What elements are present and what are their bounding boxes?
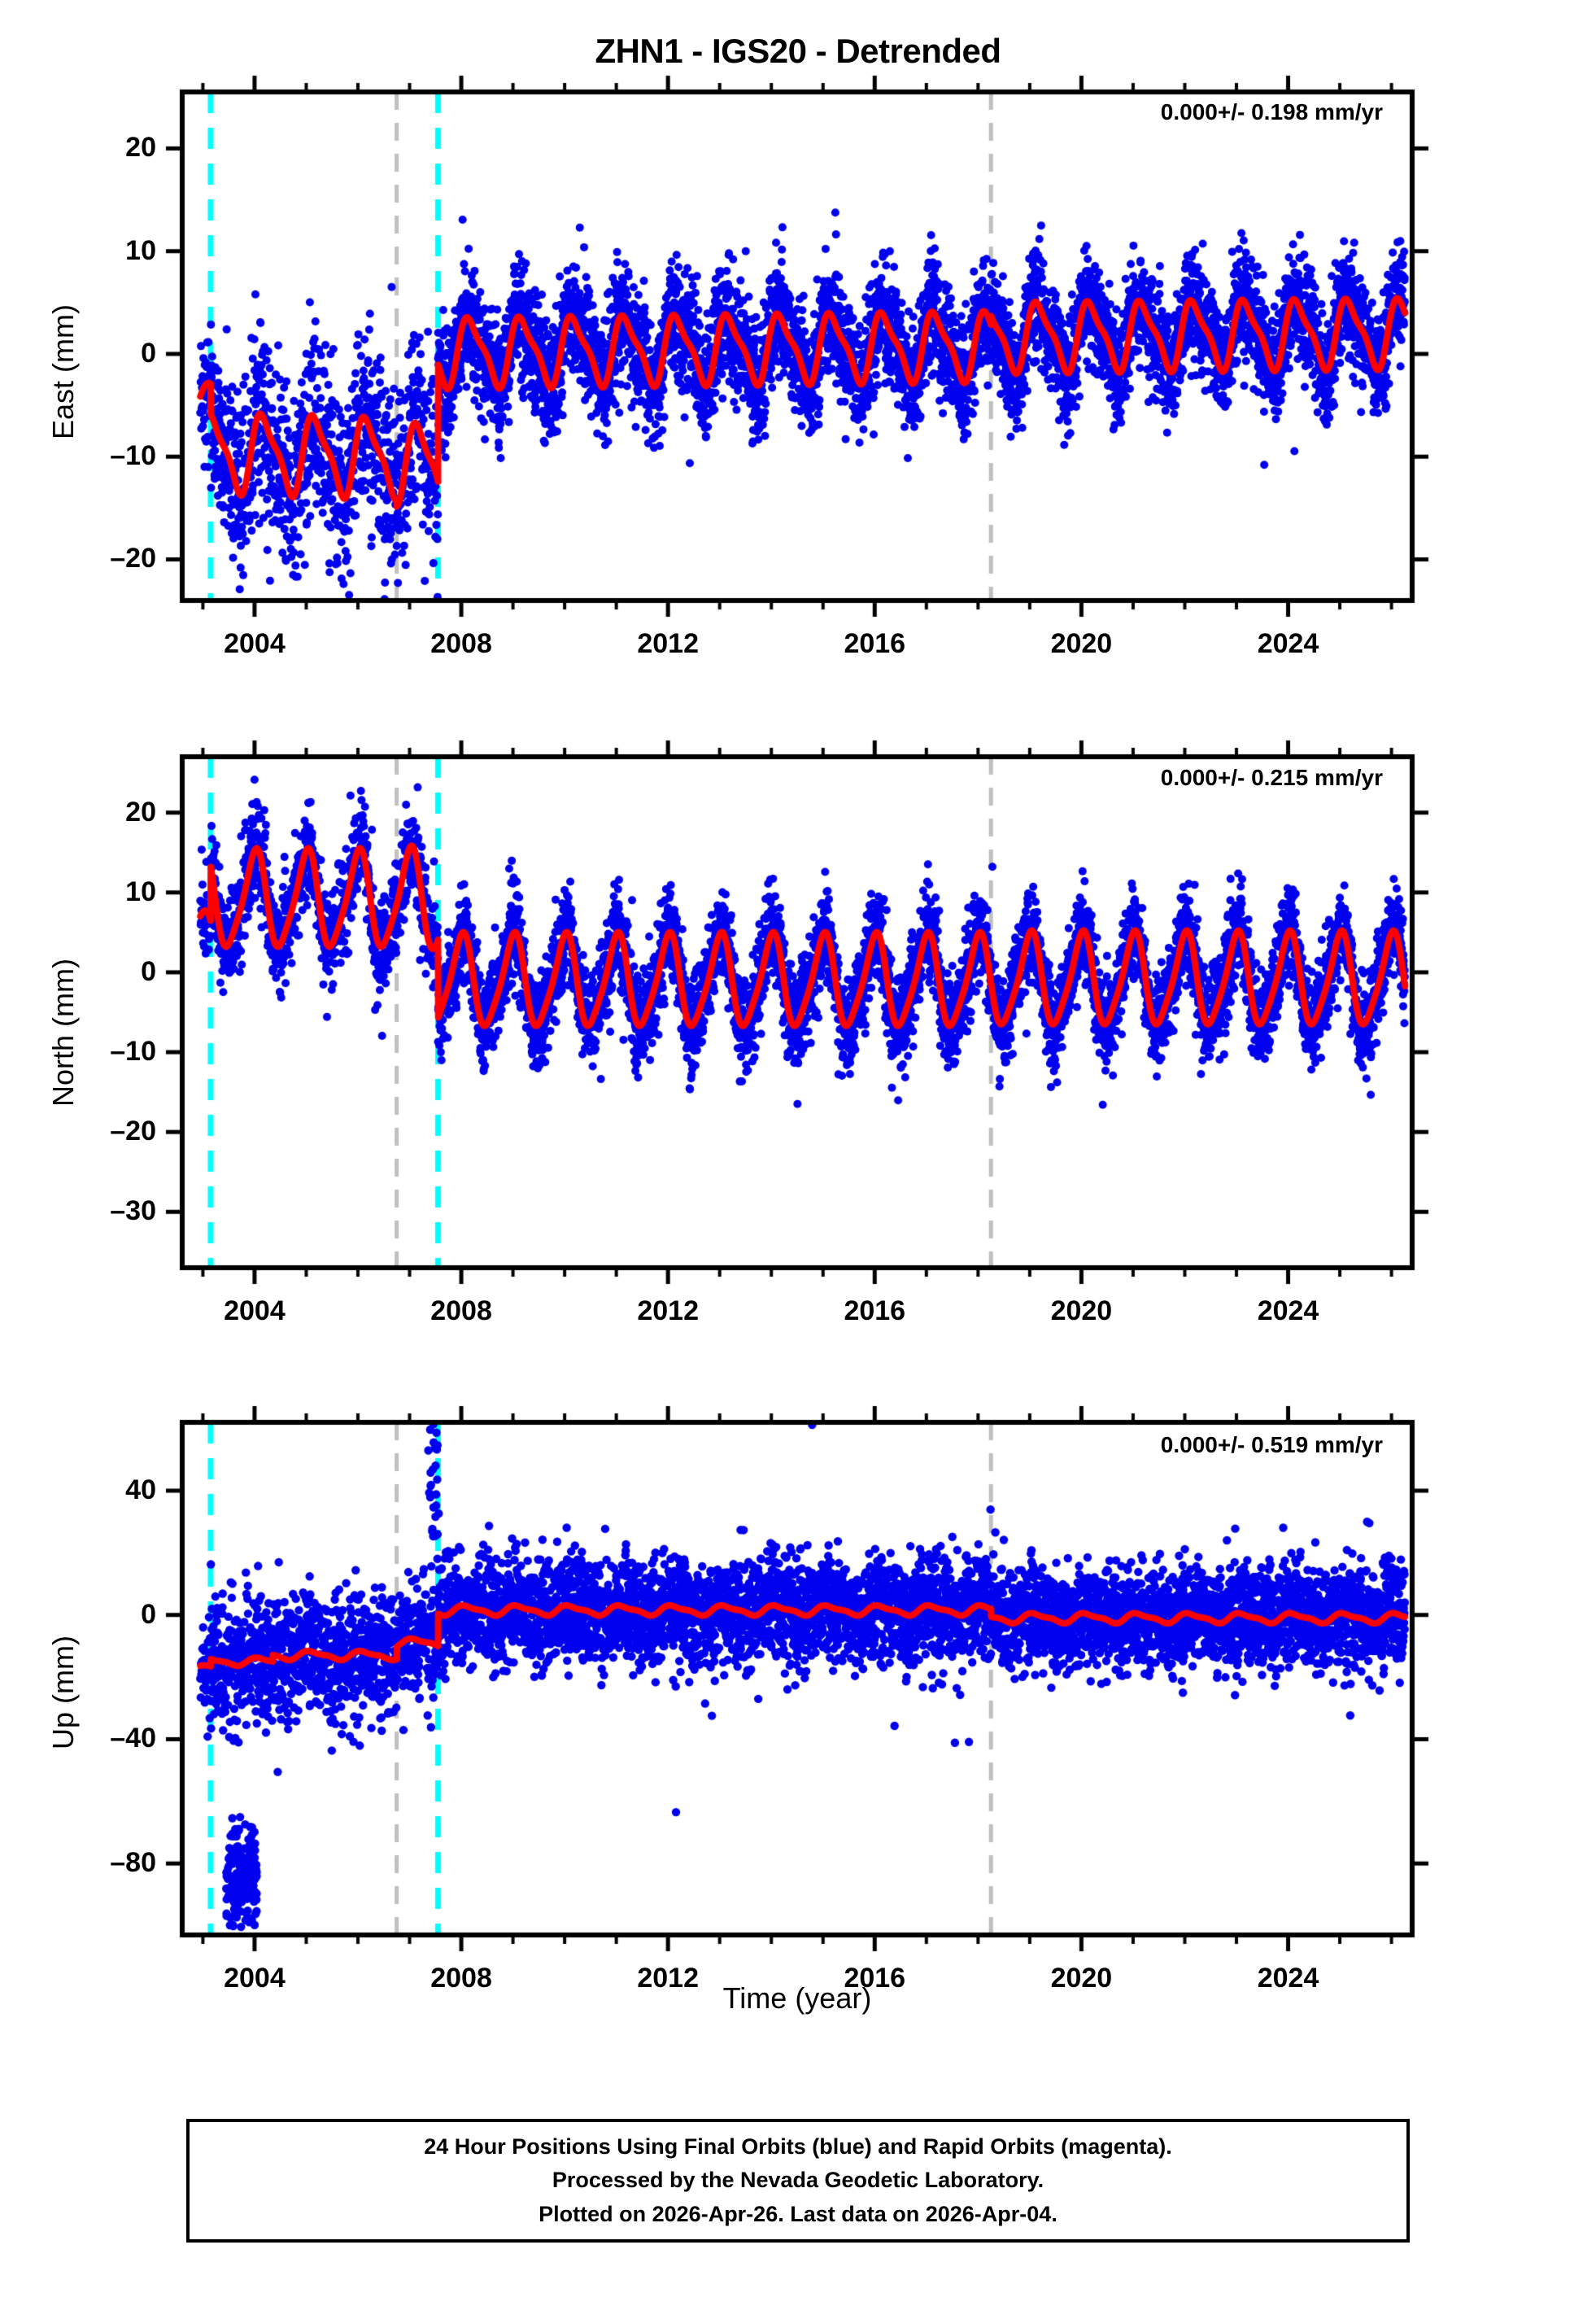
y-tick-label-up: –80 [110, 1847, 156, 1879]
x-tick-label-up: 2020 [1050, 1963, 1113, 1994]
x-tick-label-north: 2004 [224, 1295, 286, 1326]
x-tick-label-north: 2016 [844, 1295, 906, 1326]
y-tick-label-north: 10 [125, 876, 156, 907]
x-tick-label-east: 2012 [637, 628, 699, 659]
y-tick-label-east: –20 [110, 543, 156, 574]
x-tick-label-up: 2024 [1257, 1963, 1319, 1994]
x-tick-label-north: 2008 [430, 1295, 492, 1326]
x-tick-label-east: 2024 [1257, 628, 1319, 659]
y-tick-label-north: –10 [110, 1036, 156, 1068]
x-tick-label-east: 2004 [224, 628, 286, 659]
y-tick-label-up: 40 [125, 1474, 156, 1505]
rate-label-east: 0.000+/- 0.198 mm/yr [1160, 99, 1383, 124]
page-title: ZHN1 - IGS20 - Detrended [595, 32, 1001, 70]
caption-line-3: Plotted on 2026-Apr-26. Last data on 202… [539, 2201, 1057, 2226]
y-tick-label-north: –30 [110, 1195, 156, 1227]
x-tick-label-east: 2016 [844, 628, 906, 659]
rate-label-up: 0.000+/- 0.519 mm/yr [1160, 1432, 1383, 1457]
x-tick-label-up: 2004 [224, 1963, 286, 1994]
y-tick-label-east: 10 [125, 234, 156, 266]
x-tick-label-north: 2020 [1050, 1295, 1113, 1326]
y-tick-label-up: –40 [110, 1723, 156, 1754]
x-tick-label-east: 2020 [1050, 628, 1113, 659]
rate-label-north: 0.000+/- 0.215 mm/yr [1160, 765, 1383, 790]
x-tick-label-north: 2024 [1257, 1295, 1319, 1326]
x-tick-label-up: 2016 [844, 1963, 906, 1994]
y-tick-label-east: 20 [125, 132, 156, 164]
y-axis-label-east: East (mm) [46, 304, 80, 439]
y-tick-label-east: –10 [110, 440, 156, 472]
y-tick-label-up: 0 [141, 1598, 156, 1630]
x-tick-label-up: 2012 [637, 1963, 699, 1994]
y-tick-label-north: –20 [110, 1116, 156, 1147]
y-tick-label-east: 0 [141, 337, 156, 369]
x-tick-label-north: 2012 [637, 1295, 699, 1326]
x-tick-label-east: 2008 [430, 628, 492, 659]
x-tick-label-up: 2008 [430, 1963, 492, 1994]
y-tick-label-north: 0 [141, 955, 156, 987]
caption-line-2: Processed by the Nevada Geodetic Laborat… [552, 2168, 1044, 2193]
x-axis-label: Time (year) [722, 1981, 872, 2015]
caption-line-1: 24 Hour Positions Using Final Orbits (bl… [424, 2134, 1172, 2160]
caption-box: 24 Hour Positions Using Final Orbits (bl… [186, 2119, 1410, 2243]
y-tick-label-north: 20 [125, 796, 156, 828]
